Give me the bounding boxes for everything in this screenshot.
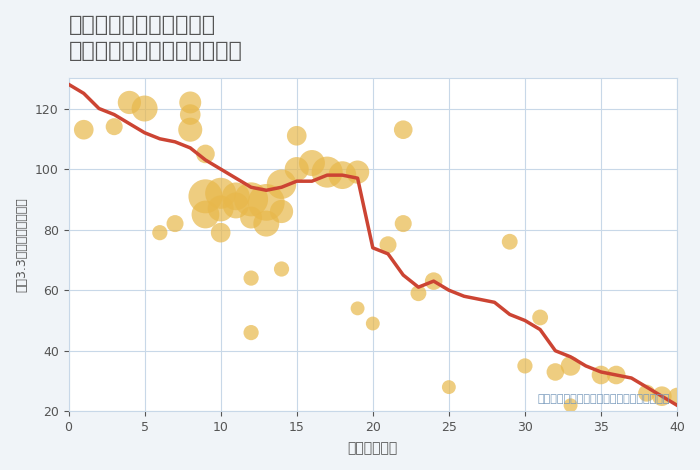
Point: [519, 362, 531, 370]
Text: 奈良県奈良市富雄元町の
築年数別中古マンション価格: 奈良県奈良市富雄元町の 築年数別中古マンション価格: [69, 15, 242, 62]
Point: [124, 99, 135, 106]
Point: [565, 362, 576, 370]
Point: [610, 371, 622, 379]
Point: [413, 290, 424, 297]
Point: [185, 99, 196, 106]
Point: [352, 168, 363, 176]
Point: [565, 401, 576, 409]
Point: [337, 172, 348, 179]
Point: [215, 229, 226, 236]
Point: [443, 384, 454, 391]
Point: [200, 150, 211, 158]
Point: [246, 329, 257, 337]
Point: [671, 392, 682, 400]
Point: [291, 132, 302, 140]
Point: [596, 371, 607, 379]
Point: [398, 220, 409, 227]
Point: [185, 126, 196, 133]
X-axis label: 築年数（年）: 築年数（年）: [348, 441, 398, 455]
Point: [550, 368, 561, 376]
Point: [200, 193, 211, 200]
Point: [246, 274, 257, 282]
Point: [230, 193, 241, 200]
Point: [321, 168, 332, 176]
Point: [246, 196, 257, 203]
Point: [382, 241, 393, 249]
Point: [215, 189, 226, 197]
Point: [641, 390, 652, 397]
Point: [307, 159, 318, 167]
Point: [260, 220, 272, 227]
Point: [139, 105, 150, 112]
Text: 円の大きさは、取引のあった物件面積を示す: 円の大きさは、取引のあった物件面積を示す: [538, 394, 670, 404]
Point: [169, 220, 181, 227]
Point: [230, 202, 241, 209]
Point: [535, 313, 546, 321]
Point: [215, 205, 226, 212]
Point: [428, 277, 440, 285]
Point: [291, 165, 302, 173]
Point: [276, 180, 287, 188]
Point: [78, 126, 90, 133]
Y-axis label: 坪（3.3㎡）単価（万円）: 坪（3.3㎡）単価（万円）: [15, 197, 28, 292]
Point: [246, 214, 257, 221]
Point: [504, 238, 515, 245]
Point: [656, 392, 667, 400]
Point: [368, 320, 379, 327]
Point: [108, 123, 120, 131]
Point: [276, 208, 287, 215]
Point: [398, 126, 409, 133]
Point: [260, 199, 272, 206]
Point: [200, 211, 211, 218]
Point: [276, 265, 287, 273]
Point: [185, 111, 196, 118]
Point: [154, 229, 165, 236]
Point: [352, 305, 363, 312]
